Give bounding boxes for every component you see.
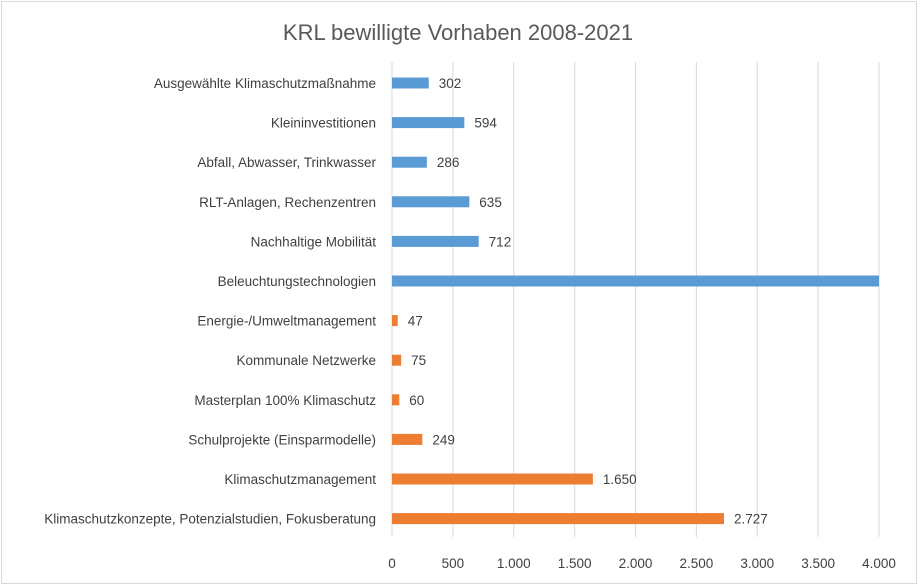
bar [392, 77, 429, 89]
x-tick-label: 3.000 [740, 556, 774, 571]
category-labels: Ausgewählte Klimaschutzmaßnahme Kleininve… [44, 76, 376, 527]
bar [392, 196, 470, 208]
category-label: Klimaschutzkonzepte, Potenzialstudien, F… [44, 512, 376, 527]
bars [392, 77, 879, 525]
category-label: Nachhaltige Mobilität [251, 234, 377, 249]
grid-lines [391, 62, 880, 537]
data-label: 60 [409, 393, 424, 408]
bar [392, 235, 479, 247]
bar [392, 433, 423, 445]
x-tick-label: 4.000 [862, 556, 896, 571]
bar [392, 156, 427, 168]
data-label: 594 [474, 116, 497, 131]
data-labels: 302 594 286 635 712 47 75 60 249 1.650 2.727 [408, 76, 768, 527]
category-label: Kleininvestitionen [271, 116, 376, 131]
bar [392, 513, 725, 525]
data-label: 712 [489, 234, 512, 249]
x-tick-label: 500 [442, 556, 465, 571]
category-label: Schulprojekte (Einsparmodelle) [188, 432, 376, 447]
data-label: 302 [439, 76, 462, 91]
data-label: 1.650 [603, 472, 637, 487]
x-tick-label: 3.500 [801, 556, 835, 571]
data-label: 75 [411, 353, 426, 368]
category-label: Ausgewählte Klimaschutzmaßnahme [154, 76, 376, 91]
category-label: Kommunale Netzwerke [236, 353, 376, 368]
x-tick-label: 1.500 [558, 556, 592, 571]
bar [392, 315, 398, 327]
category-label: Klimaschutzmanagement [224, 472, 376, 487]
bar [392, 394, 400, 406]
data-label: 47 [408, 314, 423, 329]
x-axis-ticks: 0 500 1.000 1.500 2.000 2.500 3.000 3.500 4.000 [388, 556, 896, 571]
category-label: Masterplan 100% Klimaschutz [194, 393, 376, 408]
x-tick-label: 2.500 [679, 556, 713, 571]
bar [392, 117, 465, 129]
data-label: 286 [437, 155, 460, 170]
x-tick-label: 2.000 [619, 556, 653, 571]
x-tick-label: 1.000 [497, 556, 531, 571]
bar [392, 275, 879, 287]
category-label: RLT-Anlagen, Rechenzentren [199, 195, 376, 210]
category-label: Beleuchtungstechnologien [218, 274, 376, 289]
chart-title: KRL bewilligte Vorhaben 2008-2021 [283, 20, 633, 45]
data-label: 2.727 [734, 512, 768, 527]
category-label: Energie-/Umweltmanagement [197, 314, 376, 329]
data-label: 249 [432, 432, 455, 447]
x-tick-label: 0 [388, 556, 396, 571]
data-label: 635 [479, 195, 502, 210]
category-label: Abfall, Abwasser, Trinkwasser [197, 155, 376, 170]
bar [392, 473, 593, 485]
bar [392, 354, 402, 366]
